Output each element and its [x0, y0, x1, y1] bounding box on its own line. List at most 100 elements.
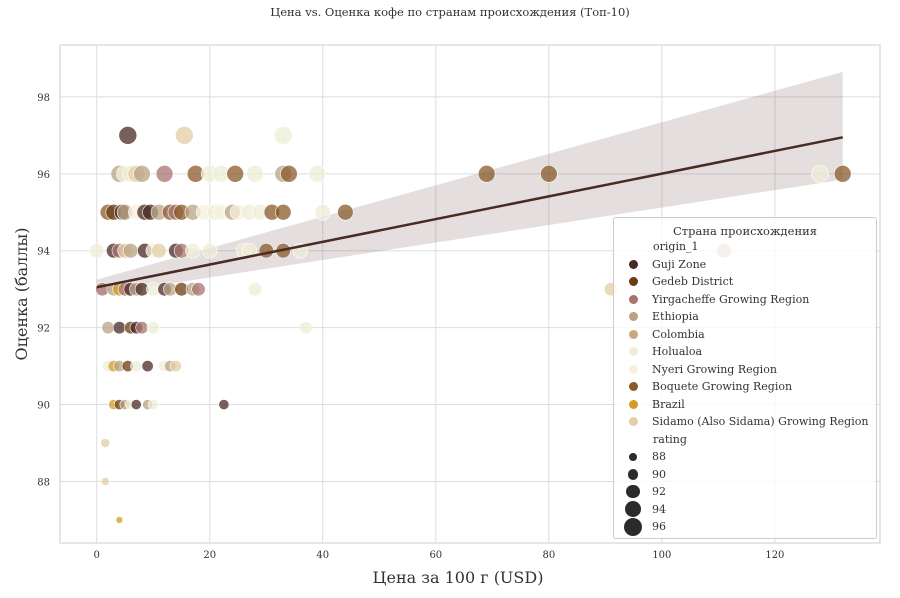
data-point [130, 360, 143, 373]
legend-item: Gedeb District [614, 273, 876, 291]
legend-label: Nyeri Growing Region [652, 362, 777, 376]
data-point [185, 243, 201, 259]
legend-size-label: 96 [652, 520, 666, 534]
x-tick-label: 100 [652, 550, 671, 561]
data-point [540, 165, 558, 183]
legend: Страна происхождения origin_1 Guji Zone G… [613, 217, 877, 539]
data-point [246, 165, 264, 183]
data-point [241, 243, 257, 259]
size-marker-icon [629, 452, 637, 461]
legend-hue-label: origin_1 [653, 240, 699, 253]
data-point [135, 321, 149, 335]
legend-item: Colombia [614, 326, 876, 344]
legend-item: Boquete Growing Region [614, 378, 876, 396]
data-point [226, 165, 244, 183]
legend-label: Holualoa [652, 345, 703, 359]
legend-marker-icon [628, 417, 638, 427]
data-point [191, 282, 206, 297]
legend-marker-icon [628, 364, 638, 374]
data-point [151, 243, 167, 259]
x-tick-label: 80 [542, 550, 555, 561]
data-point [122, 243, 139, 259]
chart-title: Цена vs. Оценка кофе по странам происхож… [270, 5, 630, 19]
size-marker-icon [627, 468, 639, 480]
data-point [133, 165, 151, 183]
x-tick-label: 60 [429, 550, 442, 561]
size-marker-icon [626, 485, 640, 499]
y-axis-label: Оценка (баллы) [12, 228, 31, 361]
regression-line [96, 136, 843, 289]
data-point [115, 516, 124, 524]
data-point [202, 243, 218, 259]
legend-marker-icon [628, 382, 638, 392]
legend-size-item: 88 [614, 448, 876, 466]
legend-marker-icon [628, 312, 638, 322]
legend-size-label: rating [653, 432, 687, 446]
y-tick-label: 88 [37, 477, 50, 488]
data-point [337, 204, 354, 221]
legend-label: Yirgacheffe Growing Region [652, 292, 810, 306]
y-tick-label: 98 [37, 93, 50, 104]
data-point [130, 399, 142, 411]
legend-marker-icon [628, 259, 638, 269]
x-axis-label: Цена за 100 г (USD) [373, 568, 544, 587]
legend-size-label: 92 [652, 485, 666, 499]
legend-size-item: 90 [614, 466, 876, 484]
legend-item: Ethiopia [614, 308, 876, 326]
data-point [169, 360, 182, 373]
data-point [247, 282, 263, 297]
data-point [141, 360, 154, 373]
data-point [146, 321, 160, 335]
legend-size-item: 94 [614, 501, 876, 519]
data-point [147, 399, 159, 411]
data-point [258, 243, 274, 259]
data-point [811, 165, 829, 183]
size-marker-icon [623, 517, 643, 536]
legend-item: Nyeri Growing Region [614, 361, 876, 379]
legend-label: Colombia [652, 327, 705, 341]
data-point [299, 321, 313, 335]
legend-item: Guji Zone [614, 256, 876, 274]
legend-marker-icon [628, 399, 638, 409]
legend-size-item: 92 [614, 483, 876, 501]
data-point [89, 243, 105, 259]
data-point [175, 126, 194, 145]
data-point [218, 399, 230, 411]
legend-marker-icon [628, 294, 638, 304]
legend-marker-icon [628, 277, 638, 287]
x-tick-label: 120 [765, 550, 784, 561]
confidence-band [96, 71, 843, 295]
y-tick-label: 96 [37, 170, 50, 181]
legend-item: Holualoa [614, 343, 876, 361]
data-point [112, 321, 126, 335]
legend-item: Sidamo (Also Sidama) Growing Region [614, 413, 876, 431]
data-point [100, 438, 111, 448]
data-point [118, 126, 138, 145]
data-point [100, 477, 110, 486]
legend-label: Guji Zone [652, 257, 707, 271]
x-tick-label: 20 [203, 550, 216, 561]
legend-label: Sidamo (Also Sidama) Growing Region [652, 415, 869, 429]
data-point [101, 321, 115, 335]
legend-label: Brazil [652, 397, 685, 411]
legend-size-label: 90 [652, 467, 666, 481]
x-tick-label: 40 [316, 550, 329, 561]
legend-label: Boquete Growing Region [652, 380, 793, 394]
data-point [833, 165, 852, 183]
legend-title: Страна происхождения [672, 224, 818, 238]
legend-marker-icon [628, 329, 638, 339]
x-tick-label: 0 [94, 550, 100, 561]
y-tick-label: 94 [37, 247, 50, 258]
legend-size-label: 94 [652, 502, 666, 516]
data-point [155, 165, 174, 183]
data-point [273, 126, 293, 145]
legend-label: Gedeb District [652, 275, 734, 289]
legend-item: Yirgacheffe Growing Region [614, 291, 876, 309]
y-tick-label: 90 [37, 401, 50, 412]
y-tick-label: 92 [37, 324, 50, 335]
data-point [280, 165, 298, 183]
data-point [275, 204, 292, 221]
legend-item: Brazil [614, 396, 876, 414]
data-point [477, 165, 496, 183]
